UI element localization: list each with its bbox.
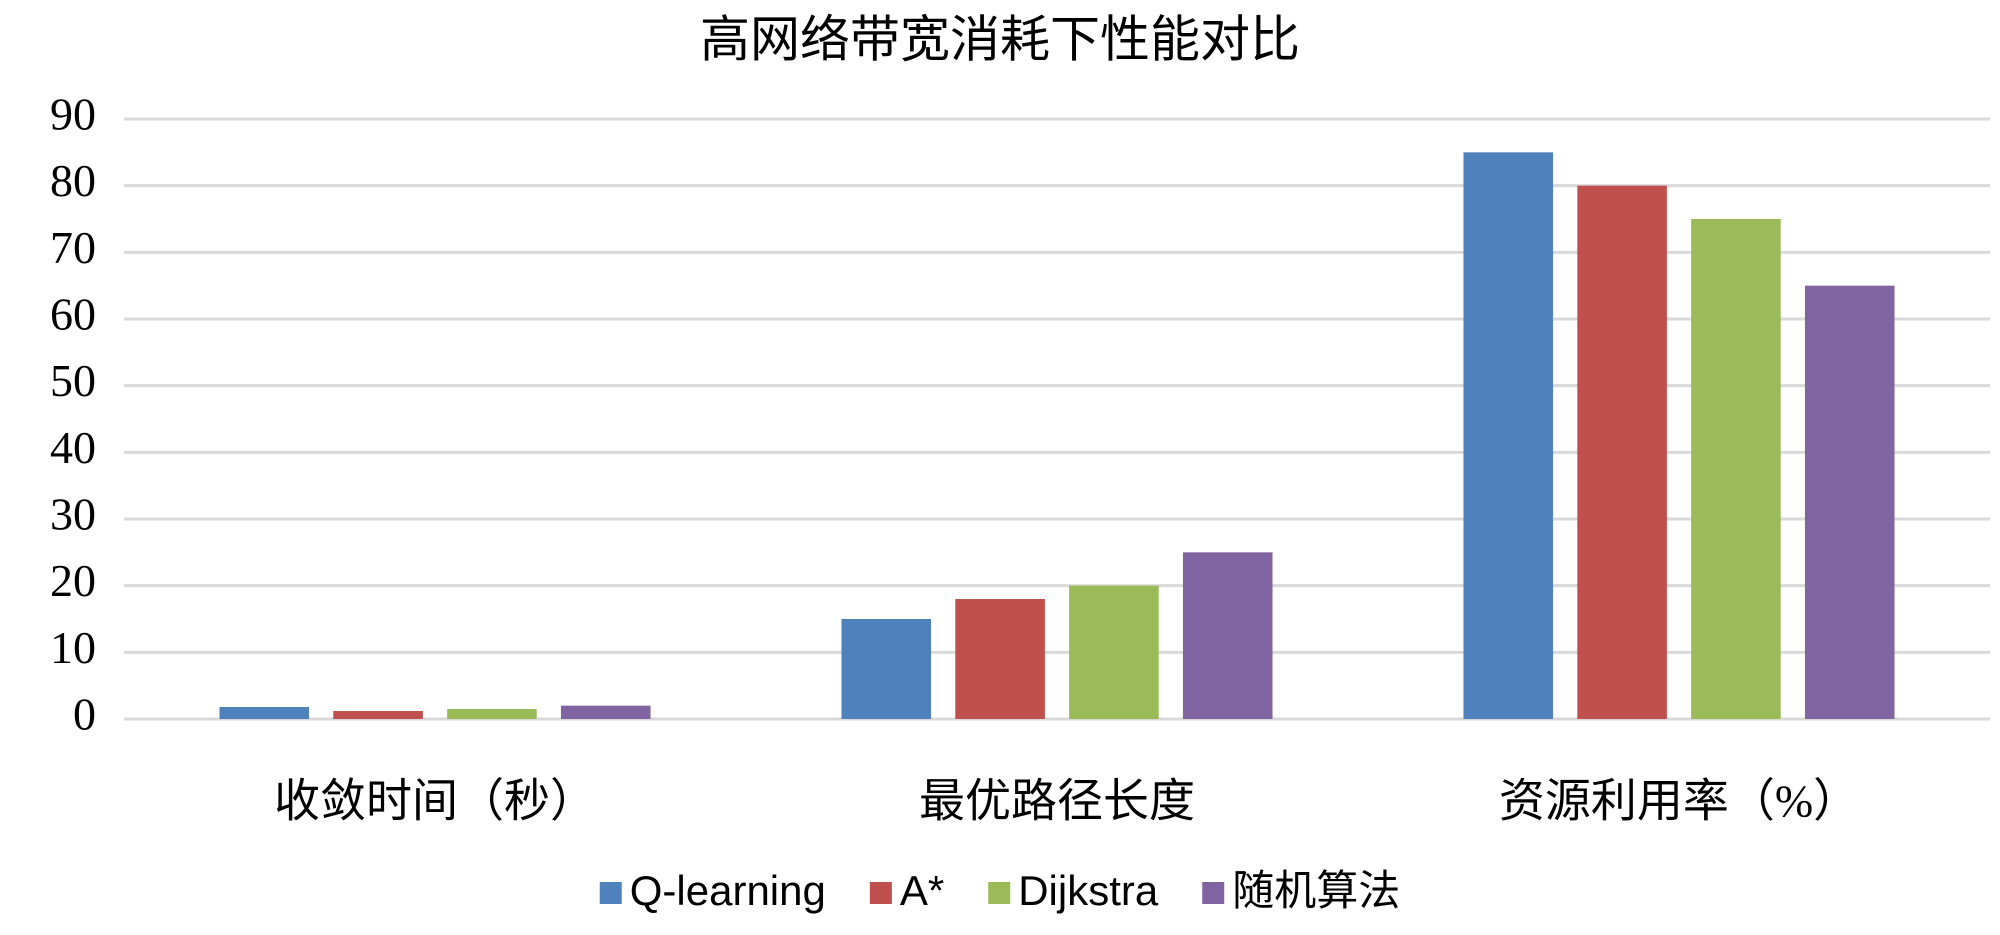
- x-tick-label: 收敛时间（秒）: [274, 776, 596, 827]
- legend-label: Q-learning: [630, 867, 826, 914]
- legend-swatch: [869, 882, 892, 904]
- y-tick-label: 0: [73, 689, 96, 740]
- legend-label: A*: [900, 867, 944, 914]
- x-tick-label: 资源利用率（%）: [1499, 776, 1859, 827]
- y-tick-label: 90: [50, 89, 96, 140]
- y-tick-label: 40: [50, 422, 96, 473]
- bar: [333, 711, 423, 719]
- bar: [1463, 152, 1554, 720]
- y-tick-label: 10: [50, 622, 96, 673]
- legend-swatch: [988, 882, 1011, 904]
- bar: [219, 707, 310, 719]
- bar: [447, 709, 537, 719]
- y-tick-label: 30: [50, 489, 96, 540]
- legend-label: Dijkstra: [1018, 867, 1159, 914]
- legend-label: 随机算法: [1232, 867, 1400, 914]
- bar: [1069, 585, 1159, 719]
- bar: [955, 599, 1045, 719]
- bar: [1182, 552, 1273, 719]
- bar: [1691, 219, 1781, 719]
- x-tick-label: 最优路径长度: [919, 776, 1195, 827]
- legend-swatch: [1202, 882, 1225, 904]
- y-tick-label: 50: [50, 355, 96, 406]
- y-tick-label: 70: [50, 222, 96, 273]
- bar: [560, 705, 651, 719]
- y-tick-label: 20: [50, 555, 96, 606]
- bar: [841, 619, 932, 719]
- bar: [1577, 185, 1667, 719]
- legend-swatch: [599, 882, 622, 904]
- bar: [1804, 285, 1895, 719]
- chart-title: 高网络带宽消耗下性能对比: [700, 11, 1300, 67]
- y-tick-label: 80: [50, 155, 96, 206]
- y-tick-label: 60: [50, 289, 96, 340]
